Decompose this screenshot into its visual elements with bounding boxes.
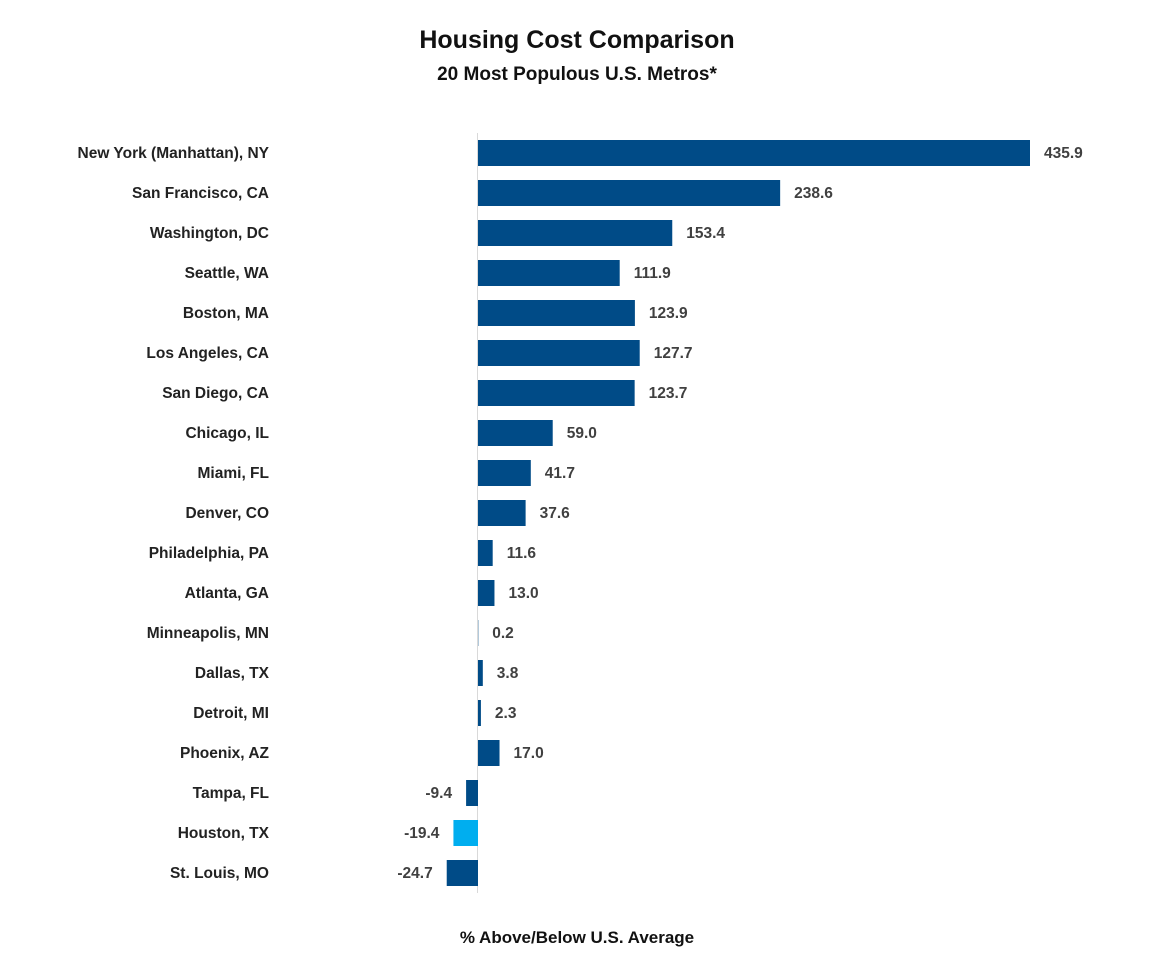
category-label: Washington, DC [150,225,269,242]
category-label: Atlanta, GA [185,585,269,602]
value-label: 123.9 [649,305,688,322]
value-label: -9.4 [425,785,452,802]
value-label: 59.0 [567,425,597,442]
bar [478,180,781,206]
category-label: Dallas, TX [195,665,270,682]
bar [478,700,481,726]
value-label: 17.0 [514,745,544,762]
category-label: Phoenix, AZ [180,745,270,762]
chart-subtitle: 20 Most Populous U.S. Metros* [437,64,717,85]
bar [478,540,493,566]
bar [478,300,635,326]
category-label: Boston, MA [183,305,269,322]
value-label: 13.0 [508,585,538,602]
value-label: 0.2 [492,625,514,642]
value-label: 41.7 [545,465,575,482]
bar [478,740,500,766]
bar [478,420,553,446]
chart-title: Housing Cost Comparison [419,26,735,54]
bar [478,460,531,486]
bar [478,500,526,526]
value-label: 153.4 [686,225,725,242]
value-label: -24.7 [397,865,432,882]
value-label: 2.3 [495,705,517,722]
category-label: Los Angeles, CA [146,345,269,362]
value-label: 111.9 [634,265,671,282]
bar [446,860,478,886]
category-label: San Francisco, CA [132,185,269,202]
category-label: Seattle, WA [185,265,269,282]
value-label: 123.7 [649,385,688,402]
value-label: 11.6 [507,545,537,562]
bar [478,580,495,606]
bar [478,260,620,286]
category-label: Minneapolis, MN [147,625,269,642]
bar [453,820,478,846]
value-label: 127.7 [654,345,693,362]
bar [478,380,635,406]
value-label: -19.4 [404,825,440,842]
category-label: Detroit, MI [193,705,269,722]
category-label: Houston, TX [178,825,270,842]
value-label: 435.9 [1044,145,1083,162]
bar [478,340,640,366]
bar [478,660,483,686]
bar [478,140,1030,166]
category-label: Chicago, IL [185,425,269,442]
value-label: 37.6 [540,505,571,522]
category-label: Miami, FL [198,465,269,482]
category-label: Denver, CO [185,505,269,522]
x-axis-label: % Above/Below U.S. Average [459,928,695,947]
category-label: Philadelphia, PA [149,545,269,562]
category-label: St. Louis, MO [170,865,269,882]
value-label: 238.6 [794,185,833,202]
value-label: 3.8 [497,665,519,682]
bar [466,780,478,806]
category-label: New York (Manhattan), NY [78,145,270,162]
category-label: Tampa, FL [193,785,269,802]
bar [478,220,673,246]
category-label: San Diego, CA [162,385,269,402]
